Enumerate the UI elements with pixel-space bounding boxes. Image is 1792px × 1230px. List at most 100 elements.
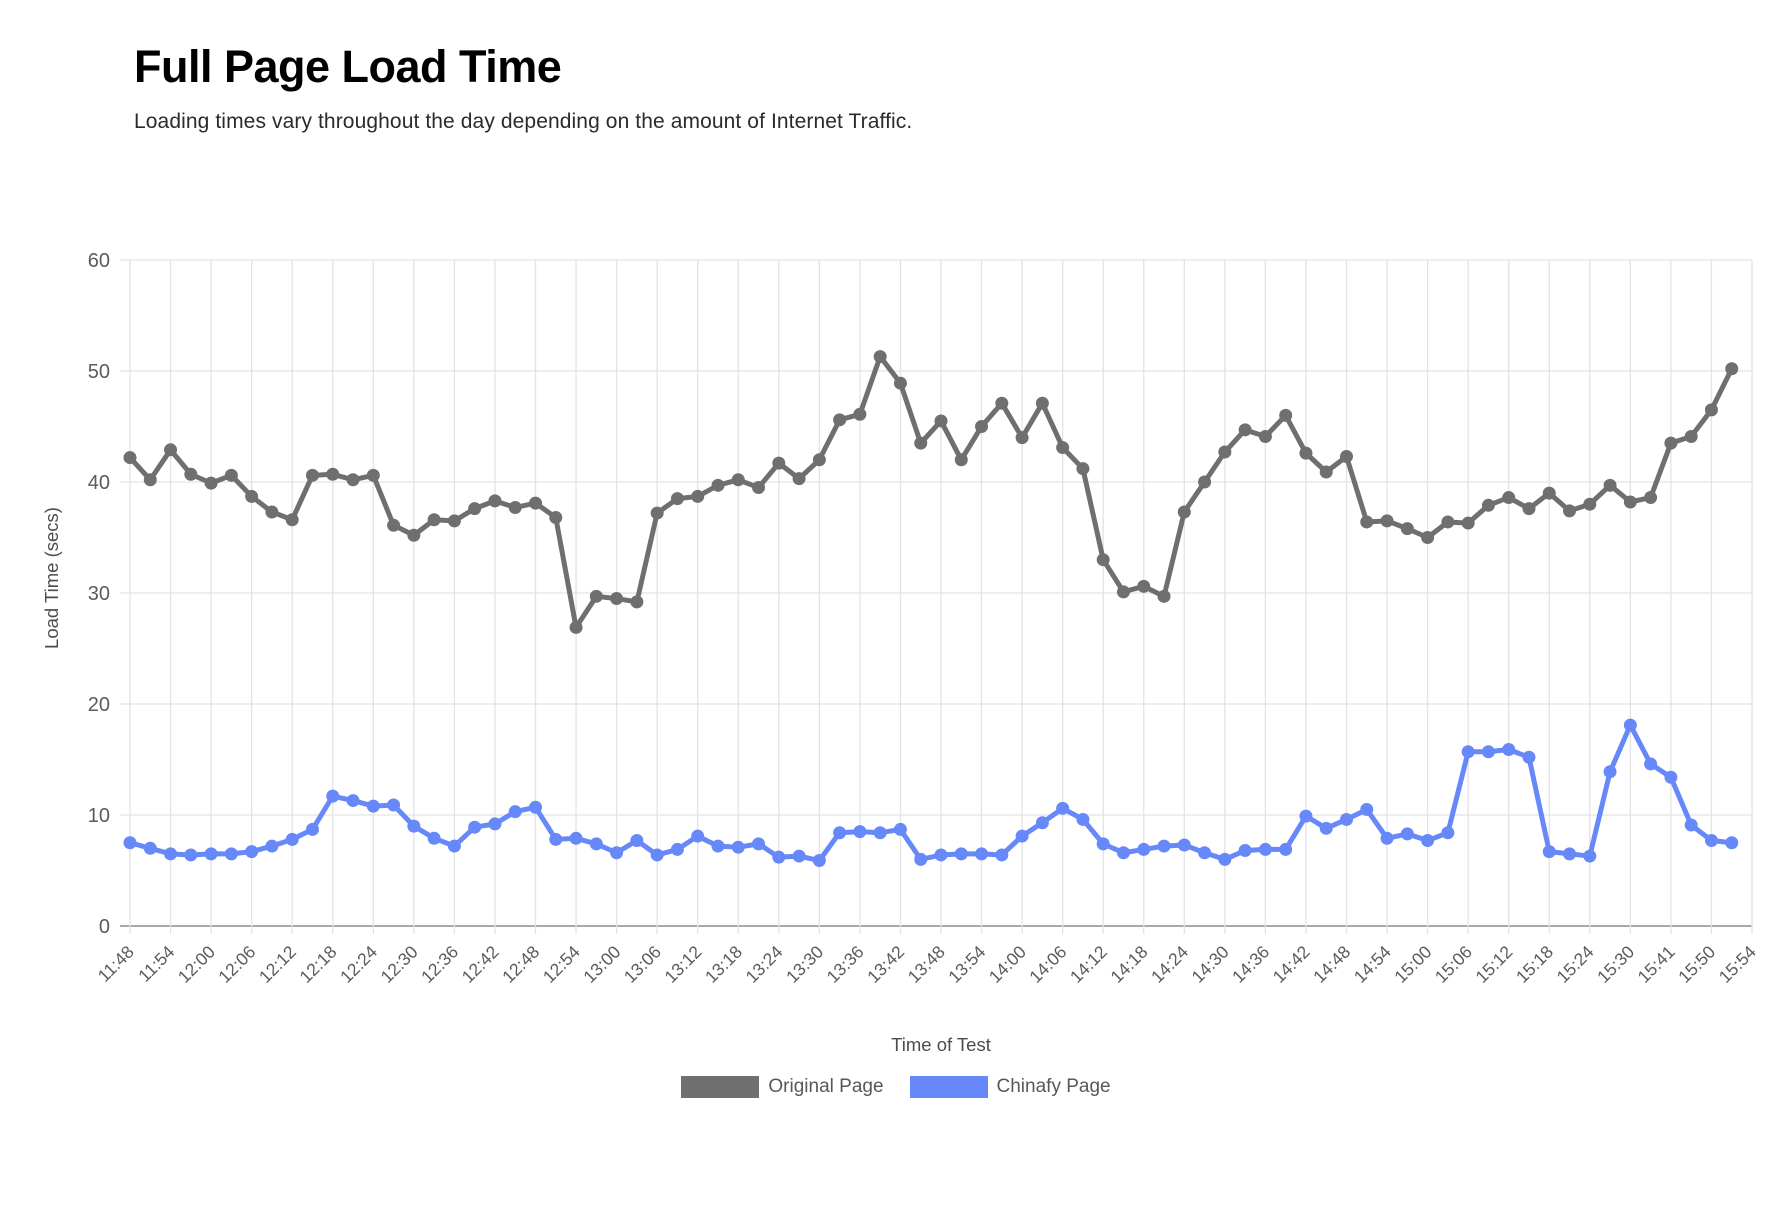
- data-point-chinafy-page: [893, 822, 907, 836]
- data-point-chinafy-page: [427, 831, 441, 845]
- data-point-original-page: [752, 481, 766, 495]
- data-point-original-page: [1644, 491, 1658, 505]
- data-point-original-page: [691, 489, 705, 503]
- data-point-original-page: [610, 592, 624, 606]
- x-tick-label: 12:24: [336, 942, 381, 987]
- x-tick-label: 13:54: [944, 942, 989, 987]
- x-tick-label: 13:18: [701, 942, 746, 987]
- data-point-chinafy-page: [1603, 765, 1617, 779]
- data-point-original-page: [1461, 516, 1475, 530]
- data-point-original-page: [346, 473, 360, 487]
- data-point-original-page: [204, 476, 218, 490]
- data-point-chinafy-page: [1664, 770, 1678, 784]
- data-point-original-page: [1076, 462, 1090, 476]
- data-point-original-page: [164, 443, 178, 457]
- data-point-chinafy-page: [812, 854, 826, 868]
- data-point-chinafy-page: [630, 834, 644, 848]
- data-point-original-page: [1319, 465, 1333, 479]
- x-tick-label: 14:54: [1350, 942, 1395, 987]
- x-tick-label: 13:00: [579, 942, 624, 987]
- x-tick-label: 15:54: [1715, 942, 1760, 987]
- data-point-original-page: [711, 478, 725, 492]
- data-point-original-page: [1258, 429, 1272, 443]
- y-axis-title: Load Time (secs): [41, 507, 62, 649]
- y-tick-label: 40: [88, 472, 110, 494]
- data-point-chinafy-page: [1238, 844, 1252, 858]
- data-point-original-page: [224, 468, 238, 482]
- data-point-chinafy-page: [1684, 818, 1698, 832]
- legend-item-chinafy-page[interactable]: Chinafy Page: [909, 1076, 1111, 1098]
- data-point-chinafy-page: [772, 850, 786, 864]
- x-tick-label: 15:50: [1674, 942, 1719, 987]
- data-point-original-page: [1704, 403, 1718, 417]
- x-tick-label: 14:48: [1309, 942, 1354, 987]
- data-point-original-page: [1481, 498, 1495, 512]
- data-point-chinafy-page: [346, 794, 360, 808]
- data-point-original-page: [468, 502, 482, 516]
- x-tick-label: 15:12: [1471, 942, 1516, 987]
- data-point-chinafy-page: [1644, 757, 1658, 771]
- data-point-chinafy-page: [1198, 846, 1212, 860]
- data-point-original-page: [508, 501, 522, 515]
- chart-legend: Original Page Chinafy Page: [0, 1076, 1792, 1098]
- data-point-original-page: [1725, 362, 1739, 376]
- x-tick-label: 15:06: [1431, 942, 1476, 987]
- data-point-chinafy-page: [143, 841, 157, 855]
- data-point-original-page: [285, 513, 299, 527]
- x-tick-label: 12:12: [255, 942, 300, 987]
- x-tick-label: 12:00: [174, 942, 219, 987]
- data-point-chinafy-page: [265, 839, 279, 853]
- data-point-chinafy-page: [873, 826, 887, 840]
- data-point-original-page: [427, 513, 441, 527]
- data-point-original-page: [1502, 491, 1516, 505]
- data-point-original-page: [1056, 441, 1070, 455]
- data-point-chinafy-page: [1380, 831, 1394, 845]
- data-point-original-page: [934, 414, 948, 428]
- x-tick-label: 12:06: [214, 942, 259, 987]
- data-point-chinafy-page: [468, 820, 482, 834]
- x-tick-label: 12:18: [295, 942, 340, 987]
- data-point-chinafy-page: [1116, 846, 1130, 860]
- data-point-chinafy-page: [650, 848, 664, 862]
- data-point-chinafy-page: [1441, 826, 1455, 840]
- data-point-original-page: [1116, 585, 1130, 599]
- y-tick-label: 10: [88, 805, 110, 827]
- x-tick-label: 14:42: [1269, 942, 1314, 987]
- data-point-chinafy-page: [1096, 837, 1110, 851]
- data-point-chinafy-page: [488, 817, 502, 831]
- data-point-chinafy-page: [1421, 834, 1435, 848]
- data-point-original-page: [954, 453, 968, 467]
- data-point-original-page: [123, 451, 137, 465]
- data-point-chinafy-page: [934, 848, 948, 862]
- x-tick-label: 14:00: [985, 942, 1030, 987]
- x-tick-label: 14:06: [1025, 942, 1070, 987]
- data-point-original-page: [833, 413, 847, 427]
- x-tick-label: 15:41: [1634, 942, 1679, 987]
- data-point-original-page: [731, 473, 745, 487]
- data-point-original-page: [1198, 475, 1212, 489]
- data-point-original-page: [1340, 449, 1353, 463]
- y-tick-label: 50: [88, 361, 110, 383]
- page-subtitle: Loading times vary throughout the day de…: [134, 110, 913, 133]
- data-point-original-page: [265, 505, 279, 519]
- data-point-chinafy-page: [447, 839, 461, 853]
- data-point-chinafy-page: [1015, 829, 1029, 843]
- data-point-original-page: [387, 518, 401, 532]
- data-point-original-page: [1583, 497, 1597, 511]
- data-point-chinafy-page: [1299, 809, 1313, 823]
- data-point-original-page: [670, 492, 684, 506]
- data-point-original-page: [1441, 515, 1455, 529]
- data-point-chinafy-page: [752, 837, 766, 851]
- data-point-original-page: [184, 467, 198, 481]
- data-point-chinafy-page: [711, 839, 725, 853]
- data-point-chinafy-page: [1481, 745, 1495, 759]
- data-point-original-page: [1137, 579, 1151, 593]
- legend-item-original-page[interactable]: Original Page: [681, 1076, 884, 1098]
- x-tick-label: 13:36: [823, 942, 868, 987]
- legend-swatch-chinafy-page: [909, 1076, 988, 1098]
- data-point-original-page: [812, 453, 826, 467]
- x-tick-label: 12:48: [498, 942, 543, 987]
- x-tick-label: 15:24: [1553, 942, 1598, 987]
- data-point-chinafy-page: [1563, 847, 1577, 861]
- page-title: Full Page Load Time: [134, 41, 562, 92]
